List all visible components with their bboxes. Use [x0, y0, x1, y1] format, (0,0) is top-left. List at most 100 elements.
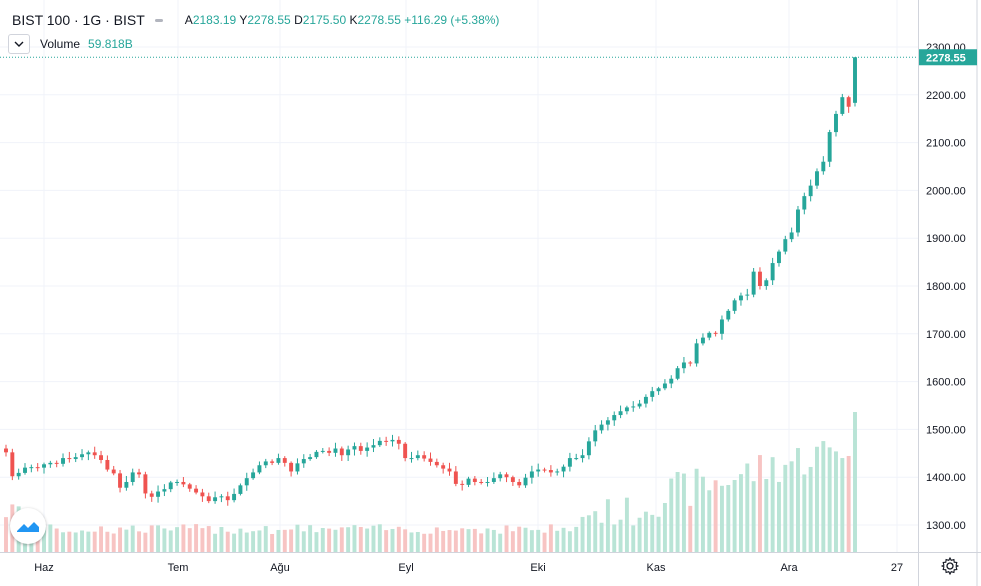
tradingview-logo[interactable]	[10, 508, 46, 544]
candle-body	[738, 295, 743, 301]
candle-body	[624, 407, 629, 412]
candle-body	[143, 474, 148, 494]
y-tick-label: 1300.00	[926, 520, 966, 532]
volume-bar	[789, 461, 794, 552]
volume-bar	[694, 468, 699, 552]
candle-body	[700, 337, 705, 344]
volume-bar	[206, 526, 211, 552]
candle-body	[396, 439, 401, 444]
volume-bar	[491, 529, 496, 552]
volume-bar	[808, 466, 813, 552]
candle-body	[802, 196, 807, 210]
volume-bar	[460, 528, 465, 552]
volume-bar	[301, 531, 306, 552]
collapse-icon[interactable]	[154, 18, 163, 22]
candle-body	[485, 481, 490, 483]
candle-body	[73, 457, 78, 460]
volume-bar	[815, 446, 819, 552]
volume-bar	[390, 528, 395, 552]
candle-body	[327, 450, 332, 453]
volume-bar	[637, 517, 642, 552]
volume-bar	[624, 497, 629, 552]
volume-bar	[618, 519, 623, 552]
volume-bar	[517, 526, 522, 552]
candle-body	[276, 458, 281, 463]
candle-body	[409, 458, 414, 460]
volume-bar	[73, 532, 78, 552]
candle-body	[618, 411, 623, 416]
volume-bar	[175, 527, 180, 552]
candle-body	[719, 319, 724, 334]
candle-body	[770, 263, 775, 281]
candle-body	[206, 496, 211, 502]
volume-bar	[612, 524, 617, 552]
volume-bar	[726, 485, 731, 552]
volume-bar	[162, 528, 167, 552]
settings-button[interactable]	[936, 554, 964, 578]
candle-body	[390, 439, 395, 442]
volume-bar	[796, 448, 800, 552]
candle-body	[384, 440, 389, 442]
volume-bar	[149, 525, 154, 552]
volume-value: 59.818B	[88, 37, 133, 51]
volume-bar	[403, 529, 408, 552]
candle-body	[447, 468, 452, 472]
volume-bar	[232, 533, 237, 552]
volume-bar	[35, 532, 40, 552]
volume-bar	[276, 529, 281, 552]
volume-bar	[751, 481, 756, 552]
volume-bar	[783, 464, 788, 552]
candle-body	[346, 449, 351, 456]
y-tick-label: 2000.00	[926, 185, 966, 197]
volume-bar	[586, 515, 591, 552]
y-tick-label: 1900.00	[926, 233, 966, 245]
candle-body	[789, 232, 794, 240]
volume-bar	[675, 472, 680, 552]
y-tick-label: 2100.00	[926, 138, 966, 150]
volume-bar	[681, 473, 686, 552]
y-tick-label: 1400.00	[926, 472, 966, 484]
volume-bars	[4, 412, 857, 552]
volume-bar	[536, 529, 541, 552]
volume-bar	[447, 530, 452, 552]
candle-body	[232, 493, 237, 501]
candle-body	[434, 461, 439, 466]
volume-bar	[479, 533, 484, 552]
candle-body	[441, 465, 446, 469]
volume-bar	[466, 529, 471, 552]
volume-bar	[599, 522, 604, 552]
volume-bar	[802, 474, 807, 552]
candle-body	[124, 481, 129, 488]
candle-body	[200, 492, 205, 497]
volume-bar	[99, 526, 104, 552]
candle-body	[314, 451, 319, 458]
x-tick-label: Haz	[34, 562, 54, 574]
candle-body	[498, 474, 503, 479]
volume-bar	[168, 530, 173, 552]
candle-body	[574, 458, 579, 460]
volume-bar	[238, 528, 243, 552]
x-tick-label: 27	[891, 562, 903, 574]
chevron-down-icon	[14, 41, 24, 47]
volume-bar	[409, 532, 414, 552]
volume-bar	[365, 528, 370, 552]
candle-body	[42, 464, 46, 468]
volume-bar	[92, 531, 97, 552]
collapse-volume-button[interactable]	[8, 34, 30, 54]
candle-body	[764, 280, 769, 286]
volume-bar	[346, 527, 351, 552]
candle-body	[35, 467, 40, 469]
volume-bar	[377, 524, 382, 552]
volume-bar	[225, 531, 230, 552]
candle-body	[599, 424, 604, 431]
logo-icon	[17, 522, 39, 532]
candle-body	[453, 471, 458, 484]
candle-body	[219, 496, 224, 498]
candle-body	[181, 481, 186, 485]
candle-body	[118, 473, 123, 488]
volume-bar	[846, 455, 851, 552]
candle-body	[821, 161, 826, 172]
candle-body	[643, 396, 648, 404]
volume-bar	[523, 527, 528, 552]
